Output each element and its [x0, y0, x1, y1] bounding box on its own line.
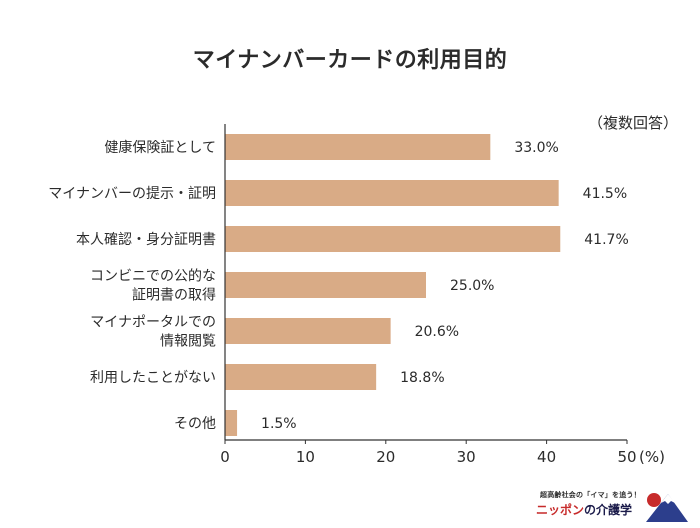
bar: [225, 410, 238, 436]
logo-tagline: 超高齢社会の「イマ」を追う！: [540, 491, 641, 499]
x-tick-label: 50: [617, 448, 636, 466]
chart-title: マイナンバーカードの利用目的: [192, 48, 508, 73]
data-label: 20.6%: [415, 324, 459, 340]
category-label: その他: [174, 416, 216, 432]
logo-name-part2: の: [584, 503, 597, 517]
logo-name-part3: 介護学: [596, 503, 633, 517]
category-label: マイナポータルでの情報閲覧: [90, 315, 216, 350]
data-label: 18.8%: [400, 370, 444, 386]
data-label: 1.5%: [261, 416, 297, 432]
multiple-answer-note: （複数回答）: [587, 114, 678, 132]
bar: [225, 226, 561, 252]
x-tick-label: 10: [296, 448, 315, 466]
site-logo: 超高齢社会の「イマ」を追う！ ニッポンの介護学: [534, 486, 694, 526]
data-label: 25.0%: [450, 278, 494, 294]
category-label: 利用したことがない: [90, 370, 216, 386]
x-tick-label: 0: [220, 448, 230, 466]
mountain-logo-icon: [646, 493, 688, 522]
x-tick-label: 30: [457, 448, 476, 466]
data-label: 41.7%: [584, 232, 628, 248]
x-axis-unit: (%): [639, 448, 665, 466]
logo-name-part1: ニッポン: [536, 503, 585, 517]
category-label: 健康保険証として: [104, 139, 216, 156]
data-label: 41.5%: [583, 186, 627, 202]
bar: [225, 364, 377, 390]
bar: [225, 272, 426, 298]
x-tick-label: 20: [376, 448, 395, 466]
x-tick-label: 40: [537, 448, 556, 466]
bar: [225, 180, 559, 206]
bar: [225, 134, 491, 160]
category-label: マイナンバーの提示・証明: [48, 186, 216, 202]
category-label: コンビニでの公的な証明書の取得: [90, 269, 216, 304]
data-label: 33.0%: [514, 140, 558, 156]
category-label: 本人確認・身分証明書: [76, 232, 216, 248]
logo-name: ニッポンの介護学: [536, 501, 632, 518]
bar: [225, 318, 391, 344]
